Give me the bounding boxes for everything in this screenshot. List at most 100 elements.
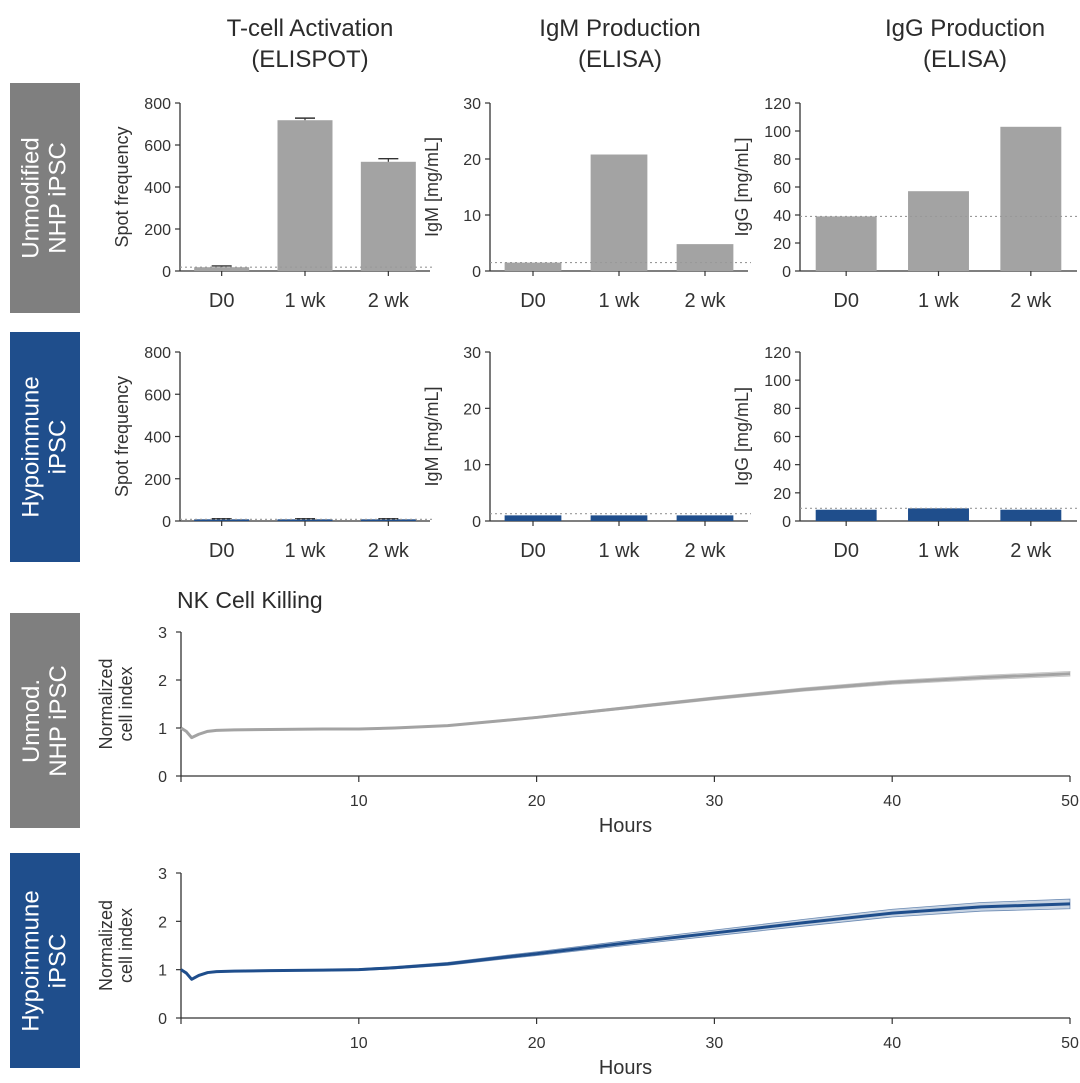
- y-tick-label: 600: [144, 387, 171, 404]
- column-title-igg: IgG Production (ELISA): [815, 13, 1080, 75]
- x-tick-label: D0: [520, 540, 546, 562]
- y-tick-label: 100: [764, 124, 791, 141]
- x-tick-label: 2 wk: [1010, 290, 1052, 312]
- bar: [908, 191, 969, 271]
- x-tick-label: D0: [520, 290, 546, 312]
- y-tick-label: 20: [773, 236, 791, 253]
- y-tick-label: 2: [158, 673, 167, 690]
- x-tick-label: 20: [528, 1035, 546, 1052]
- x-tick-label: 1 wk: [284, 290, 326, 312]
- y-axis-label: cell index: [116, 666, 136, 741]
- row-label-unmodified: Unmodified NHP iPSC: [10, 83, 80, 313]
- y-tick-label: 3: [158, 866, 167, 883]
- y-tick-label: 20: [463, 401, 481, 418]
- y-tick-label: 60: [773, 430, 791, 447]
- bar: [590, 154, 648, 271]
- y-tick-label: 800: [144, 96, 171, 113]
- y-tick-label: 1: [158, 963, 167, 980]
- bar: [815, 216, 877, 271]
- y-tick-label: 60: [773, 180, 791, 197]
- row-label-hypoimmune-nk: Hypoimmune iPSC: [10, 853, 80, 1068]
- x-tick-label: 1 wk: [598, 290, 640, 312]
- x-tick-label: 20: [528, 793, 546, 810]
- x-tick-label: 40: [883, 1035, 901, 1052]
- y-tick-label: 10: [463, 208, 481, 225]
- column-title-line2: (ELISPOT): [251, 46, 369, 73]
- column-title-line1: IgM Production: [539, 15, 701, 42]
- y-axis-label: cell index: [116, 908, 136, 983]
- y-tick-label: 0: [472, 264, 481, 281]
- bar: [815, 509, 877, 521]
- x-tick-label: 2 wk: [684, 290, 726, 312]
- bar: [360, 161, 416, 271]
- x-tick-label: 1 wk: [284, 540, 326, 562]
- bar: [908, 508, 969, 521]
- x-tick-label: 50: [1061, 793, 1079, 810]
- row-label-hypoimmune: Hypoimmune iPSC: [10, 332, 80, 562]
- x-tick-label: D0: [209, 540, 235, 562]
- y-tick-label: 120: [764, 345, 791, 362]
- series-line: [180, 672, 1071, 740]
- x-tick-label: 2 wk: [1010, 540, 1052, 562]
- y-tick-label: 200: [144, 222, 171, 239]
- x-tick-label: 10: [350, 1035, 368, 1052]
- bar: [590, 515, 648, 521]
- column-title-line1: IgG Production: [884, 15, 1046, 42]
- nk-cell-killing-title: NK Cell Killing: [177, 587, 323, 613]
- y-tick-label: 0: [162, 514, 171, 531]
- bar: [1000, 509, 1062, 521]
- y-axis-label: Spot frequency: [112, 126, 132, 247]
- bar: [277, 519, 333, 521]
- x-axis-label: Hours: [599, 815, 652, 837]
- y-axis-label: IgG [mg/mL]: [732, 137, 752, 236]
- y-tick-label: 80: [773, 152, 791, 169]
- y-tick-label: 40: [773, 458, 791, 475]
- bar: [277, 120, 333, 271]
- y-tick-label: 80: [773, 401, 791, 418]
- y-tick-label: 100: [764, 373, 791, 390]
- y-tick-label: 20: [463, 152, 481, 169]
- series-line: [180, 902, 1071, 981]
- y-tick-label: 30: [463, 345, 481, 362]
- y-tick-label: 200: [144, 472, 171, 489]
- y-tick-label: 0: [782, 264, 791, 281]
- bar: [1000, 126, 1062, 271]
- y-tick-label: 800: [144, 345, 171, 362]
- column-title-line2: (ELISA): [922, 46, 1008, 73]
- y-tick-label: 0: [162, 264, 171, 281]
- y-axis-label: IgG [mg/mL]: [732, 387, 752, 486]
- column-title-igm: IgM Production (ELISA): [470, 13, 770, 75]
- y-axis-label: IgM [mg/mL]: [422, 137, 442, 237]
- x-tick-label: 1 wk: [918, 290, 960, 312]
- bar: [504, 515, 562, 521]
- x-axis-label: Hours: [599, 1057, 652, 1079]
- bar: [194, 519, 250, 521]
- y-tick-label: 2: [158, 914, 167, 931]
- y-tick-label: 1: [158, 721, 167, 738]
- x-tick-label: 30: [706, 1035, 724, 1052]
- y-tick-label: 30: [463, 96, 481, 113]
- column-title-tcell: T-cell Activation (ELISPOT): [160, 13, 460, 75]
- x-tick-label: 2 wk: [368, 540, 410, 562]
- x-tick-label: D0: [209, 290, 235, 312]
- y-tick-label: 600: [144, 138, 171, 155]
- bar: [676, 244, 734, 271]
- y-tick-label: 0: [782, 514, 791, 531]
- y-tick-label: 20: [773, 486, 791, 503]
- y-tick-label: 400: [144, 430, 171, 447]
- y-tick-label: 10: [463, 458, 481, 475]
- y-axis-label: Spot frequency: [112, 376, 132, 497]
- x-tick-label: 10: [350, 793, 368, 810]
- x-tick-label: D0: [833, 540, 859, 562]
- bar: [194, 267, 250, 271]
- bar: [504, 262, 562, 271]
- y-tick-label: 120: [764, 96, 791, 113]
- y-tick-label: 3: [158, 625, 167, 642]
- y-axis-label: Normalized: [96, 900, 116, 991]
- y-axis-label: Normalized: [96, 658, 116, 749]
- y-axis-label: IgM [mg/mL]: [422, 386, 442, 486]
- y-tick-label: 0: [158, 769, 167, 786]
- column-title-line1: T-cell Activation: [226, 15, 394, 42]
- x-tick-label: 2 wk: [368, 290, 410, 312]
